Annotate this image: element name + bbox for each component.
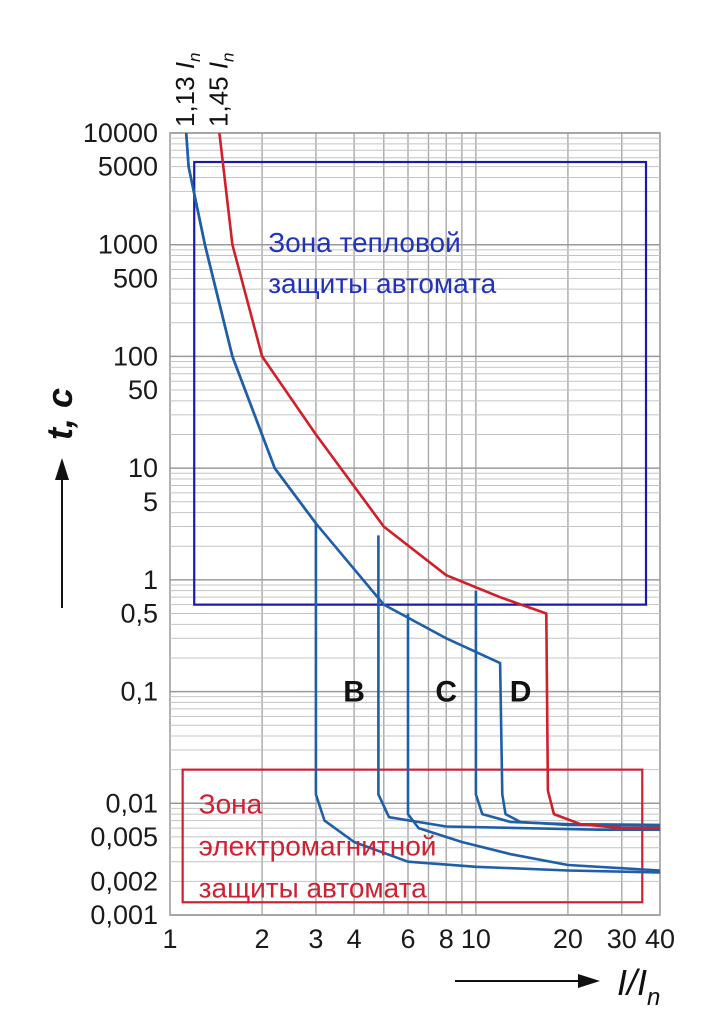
x-tick-label: 3 <box>308 924 323 954</box>
y-tick-label: 1000 <box>98 230 158 260</box>
curve-d <box>218 132 660 830</box>
zone-magnetic-text: Зона <box>199 789 263 820</box>
y-tick-label: 100 <box>113 341 158 371</box>
zone-magnetic-text: защиты автомата <box>199 873 427 904</box>
x-axis-title: I/In <box>617 962 660 1011</box>
y-axis-title: t, c <box>39 388 80 440</box>
annotations: Зона тепловой защиты автомата Зона электром… <box>39 52 660 1011</box>
top-label-text: 1,45 In <box>203 52 237 127</box>
x-tick-label: 20 <box>553 924 583 954</box>
axis-arrows <box>55 458 600 988</box>
curve-label-c: C <box>435 676 457 709</box>
y-tick-label: 10000 <box>83 118 158 148</box>
zone-magnetic-text: электромагнитной <box>199 831 437 862</box>
zone-thermal-text: Зона тепловой <box>268 227 461 258</box>
y-tick-label: 0,5 <box>120 598 158 628</box>
y-tick-label: 10 <box>128 453 158 483</box>
top-label: 1,13 In <box>170 52 204 127</box>
x-arrow-head <box>578 974 600 988</box>
y-tick-label: 5000 <box>98 152 158 182</box>
y-tick-label: 0,001 <box>90 900 158 930</box>
y-tick-label: 0,002 <box>90 866 158 896</box>
x-tick-label: 10 <box>461 924 491 954</box>
grid <box>169 132 661 916</box>
zone-magnetic-box <box>181 768 644 904</box>
branch-line <box>377 535 660 832</box>
zone-thermal-text: защиты автомата <box>268 268 496 299</box>
y-tick-label: 1 <box>143 565 158 595</box>
top-label: 1,45 In <box>203 52 237 127</box>
y-tick-label: 0,1 <box>120 677 158 707</box>
curve-c <box>184 132 661 827</box>
x-tick-label: 6 <box>400 924 415 954</box>
curve-label-d: D <box>510 676 532 709</box>
y-tick-label: 50 <box>128 375 158 405</box>
x-tick-label: 8 <box>439 924 454 954</box>
x-tick-label: 30 <box>607 924 637 954</box>
plot-frame <box>169 132 661 916</box>
y-tick-label: 0,01 <box>105 788 158 818</box>
axis-ticks: 10000500010005001005010510,50,10,010,005… <box>83 118 675 954</box>
curve-label-b: B <box>343 676 365 709</box>
y-tick-label: 0,005 <box>90 822 158 852</box>
x-tick-label: 2 <box>255 924 270 954</box>
zone-thermal-box <box>193 160 648 606</box>
x-tick-label: 4 <box>347 924 362 954</box>
y-tick-label: 500 <box>113 263 158 293</box>
protection-zones <box>181 160 648 904</box>
top-label-text: 1,13 In <box>170 52 204 127</box>
x-tick-label: 40 <box>645 924 675 954</box>
y-tick-label: 5 <box>143 487 158 517</box>
x-tick-label: 1 <box>162 924 177 954</box>
branch-line <box>406 613 661 872</box>
trip-curves <box>184 132 661 874</box>
y-arrow-head <box>55 458 69 480</box>
